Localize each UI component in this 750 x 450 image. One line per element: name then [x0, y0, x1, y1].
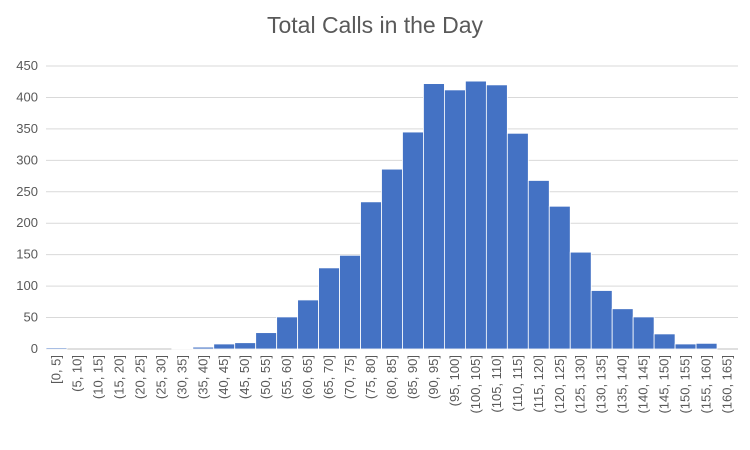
x-tick-label: (110, 115] — [510, 355, 525, 412]
x-tick-label: (135, 140] — [615, 355, 630, 414]
x-tick-label: (60, 65] — [300, 355, 315, 399]
x-tick-label: (25, 30] — [153, 355, 168, 399]
histogram-bar — [464, 80, 487, 350]
histogram-bar — [402, 131, 424, 350]
x-tick-label: (145, 150] — [657, 355, 672, 414]
x-tick-label: (150, 155] — [678, 355, 693, 414]
x-tick-label: (90, 95] — [426, 355, 441, 399]
histogram-bar — [339, 254, 361, 350]
histogram-bar — [548, 205, 571, 350]
histogram-bar — [695, 342, 718, 350]
y-tick-label: 150 — [16, 247, 38, 262]
histogram-bar — [234, 342, 257, 350]
x-tick-label: (35, 40] — [195, 355, 210, 399]
histogram-bar — [318, 267, 340, 350]
histogram-bar — [381, 168, 403, 350]
y-tick-label: 0 — [31, 341, 38, 356]
y-tick-label: 400 — [16, 89, 38, 104]
y-tick-label: 300 — [16, 152, 38, 167]
histogram-bar — [192, 346, 215, 350]
histogram-bar — [653, 333, 676, 350]
y-tick-label: 100 — [16, 278, 38, 293]
x-tick-label: (55, 60] — [279, 355, 294, 399]
histogram-bar — [674, 343, 697, 350]
x-tick-label: (85, 90] — [405, 355, 420, 399]
x-tick-label: (75, 80] — [363, 355, 378, 399]
x-tick-label: (40, 45] — [216, 355, 231, 399]
x-tick-label: (130, 135] — [594, 355, 609, 414]
histogram-bar — [45, 347, 68, 350]
x-tick-label: (95, 100] — [447, 355, 462, 406]
x-tick-label: (160, 165] — [720, 355, 735, 414]
x-tick-label: (5, 10] — [69, 355, 84, 392]
histogram-bar — [213, 343, 236, 350]
y-tick-label: 50 — [24, 310, 38, 325]
x-tick-label: (65, 70] — [321, 355, 336, 399]
histogram-bar — [276, 316, 299, 350]
y-tick-label: 350 — [16, 121, 38, 136]
histogram-bar — [444, 89, 466, 350]
histogram-bar — [590, 290, 613, 350]
x-tick-label: (20, 25] — [132, 355, 147, 399]
x-tick-label: (45, 50] — [237, 355, 252, 399]
chart-title: Total Calls in the Day — [266, 12, 484, 38]
x-tick-label: [0, 5] — [48, 355, 63, 384]
x-tick-label: (115, 120] — [531, 355, 546, 413]
histogram-bar — [485, 84, 508, 350]
x-tick-label: (15, 20] — [111, 355, 126, 399]
histogram-bar — [632, 316, 655, 350]
x-tick-label: (140, 145] — [636, 355, 651, 414]
x-tick-label: (80, 85] — [384, 355, 399, 399]
histogram-bar — [506, 132, 529, 350]
x-tick-label: (155, 160] — [699, 355, 714, 414]
x-tick-label: (10, 15] — [90, 355, 105, 399]
histogram-bar — [527, 180, 550, 350]
histogram-bar — [171, 347, 194, 350]
y-tick-label: 450 — [16, 58, 38, 73]
y-tick-label: 200 — [16, 215, 38, 230]
x-tick-label: (125, 130] — [573, 355, 588, 414]
histogram-bar — [255, 332, 278, 350]
histogram-bar — [569, 251, 592, 350]
y-tick-label: 250 — [16, 184, 38, 199]
x-tick-label: (120, 125] — [552, 355, 567, 414]
histogram-bar — [360, 201, 382, 350]
x-tick-label: (50, 55] — [258, 355, 273, 399]
histogram-bar — [611, 308, 634, 350]
x-tick-label: (100, 105] — [468, 355, 483, 414]
x-tick-label: (70, 75] — [342, 355, 357, 399]
x-tick-label: (30, 35] — [174, 355, 189, 399]
histogram-bar — [423, 83, 445, 350]
histogram-bar — [297, 299, 320, 350]
x-tick-label: (105, 110] — [489, 355, 504, 413]
